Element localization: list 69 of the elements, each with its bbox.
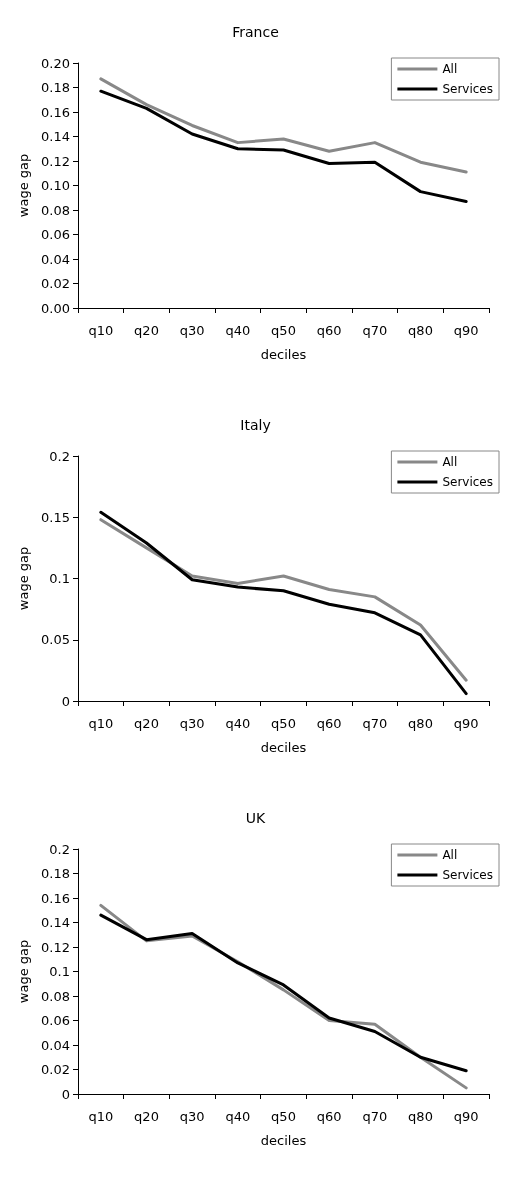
x-tick-label: q90 <box>453 716 479 731</box>
x-tick-label: q20 <box>134 323 159 338</box>
y-tick-label: 0.08 <box>41 202 70 218</box>
chart-title: France <box>232 24 279 40</box>
y-tick-label: 0.08 <box>41 988 70 1004</box>
x-tick-label: q80 <box>408 1109 433 1124</box>
y-tick-label: 0.05 <box>41 632 70 648</box>
x-tick-label: q90 <box>453 323 479 338</box>
x-tick-label: q70 <box>362 1109 388 1124</box>
x-tick-label: q10 <box>88 323 114 338</box>
x-tick-label: q50 <box>271 716 296 731</box>
y-tick-label: 0.14 <box>41 129 70 144</box>
y-axis-title: wage gap <box>16 153 31 218</box>
y-tick-label: 0.2 <box>49 841 70 857</box>
y-tick-label: 0.1 <box>49 571 70 586</box>
x-tick-label: q10 <box>88 1109 114 1124</box>
y-tick-label: 0.10 <box>41 178 70 193</box>
x-tick-label: q20 <box>134 1109 159 1124</box>
y-tick-label: 0.15 <box>41 509 70 525</box>
x-axis-title: deciles <box>260 1133 307 1148</box>
y-tick-label: 0.2 <box>49 448 70 464</box>
legend-label: All <box>442 455 458 469</box>
y-tick-label: 0.12 <box>41 153 70 169</box>
legend-label: All <box>442 848 458 862</box>
x-tick-label: q60 <box>316 1109 342 1124</box>
x-tick-label: q30 <box>179 1109 205 1124</box>
y-tick-label: 0.04 <box>41 251 70 267</box>
y-tick-label: 0 <box>61 1086 70 1102</box>
x-tick-label: q60 <box>316 323 342 338</box>
y-tick-label: 0.02 <box>41 276 70 291</box>
x-tick-label: q40 <box>225 1109 251 1124</box>
y-axis-title: wage gap <box>16 546 31 611</box>
chart-title: UK <box>245 810 267 826</box>
y-tick-label: 0 <box>61 693 70 709</box>
legend-label: Services <box>442 868 494 882</box>
x-tick-label: q80 <box>408 323 433 338</box>
x-axis-title: deciles <box>260 740 307 755</box>
legend-label: All <box>442 62 458 76</box>
x-tick-label: q90 <box>453 1109 479 1124</box>
x-tick-label: q70 <box>362 323 388 338</box>
y-tick-label: 0.06 <box>41 1013 70 1028</box>
y-tick-label: 0.14 <box>41 915 70 930</box>
y-tick-label: 0.20 <box>41 55 70 71</box>
legend-label: Services <box>442 82 494 96</box>
x-tick-label: q30 <box>179 716 205 731</box>
x-tick-label: q40 <box>225 323 251 338</box>
x-tick-label: q70 <box>362 716 388 731</box>
x-tick-label: q20 <box>134 716 159 731</box>
x-axis-title: deciles <box>260 347 307 362</box>
y-tick-label: 0.06 <box>41 227 70 242</box>
x-tick-label: q10 <box>88 716 114 731</box>
x-tick-label: q50 <box>271 1109 296 1124</box>
y-tick-label: 0.16 <box>41 104 70 120</box>
x-tick-label: q60 <box>316 716 342 731</box>
x-tick-label: q80 <box>408 716 433 731</box>
y-tick-label: 0.18 <box>41 866 70 881</box>
x-tick-label: q30 <box>179 323 205 338</box>
y-tick-label: 0.02 <box>41 1062 70 1077</box>
y-tick-label: 0.00 <box>41 300 70 316</box>
chart-title: Italy <box>240 417 271 433</box>
y-tick-label: 0.12 <box>41 939 70 955</box>
y-tick-label: 0.16 <box>41 890 70 906</box>
y-tick-label: 0.04 <box>41 1037 70 1053</box>
x-tick-label: q50 <box>271 323 296 338</box>
y-axis-title: wage gap <box>16 939 31 1004</box>
y-tick-label: 0.18 <box>41 80 70 95</box>
x-tick-label: q40 <box>225 716 251 731</box>
y-tick-label: 0.1 <box>49 964 70 979</box>
legend-label: Services <box>442 475 494 489</box>
